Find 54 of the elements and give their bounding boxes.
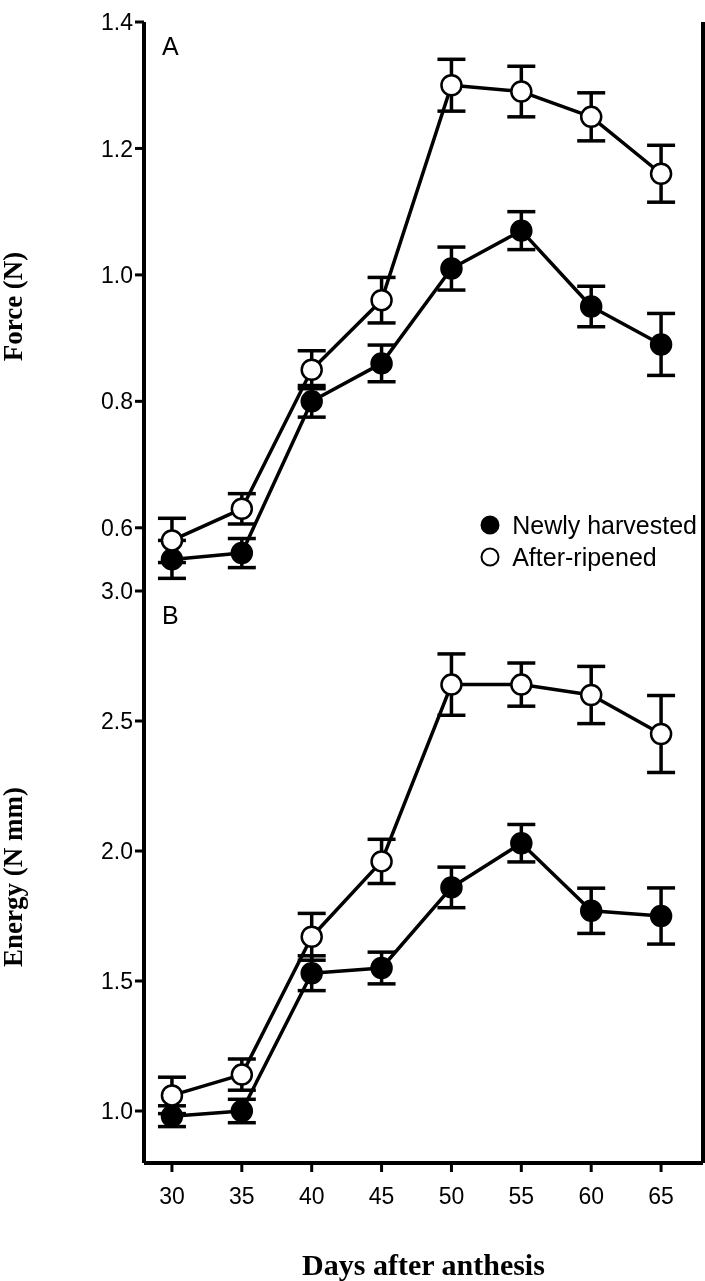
y-tick-label: 1.5: [101, 968, 133, 995]
y-tick-label: 0.6: [101, 514, 133, 541]
point: [579, 683, 603, 707]
chart-title: A: [162, 32, 179, 61]
point: [510, 219, 533, 242]
point: [510, 80, 533, 103]
point: [440, 257, 463, 280]
y-tick-label: 1.0: [101, 1098, 133, 1125]
x-tick-label: 65: [648, 1183, 674, 1210]
point: [510, 673, 533, 696]
point: [160, 529, 184, 552]
y-tick-label: 2.0: [101, 838, 133, 865]
chart-title: B: [162, 601, 179, 630]
legend-label: After-ripened: [512, 542, 657, 573]
point: [370, 352, 393, 375]
y-axis-title: Energy (N mm): [0, 787, 28, 967]
x-tick-label: 55: [508, 1183, 535, 1210]
y-tick-label: 2.5: [101, 708, 133, 735]
y-tick-label: 1.2: [101, 135, 133, 162]
y-tick-label: 0.8: [101, 388, 133, 415]
point: [649, 722, 673, 746]
x-tick-label: 45: [368, 1183, 395, 1210]
point: [300, 925, 323, 949]
x-axis-title: Days after anthesis: [302, 1248, 545, 1281]
y-tick-label: 1.0: [101, 262, 133, 289]
x-tick-label: 50: [438, 1183, 465, 1210]
point: [440, 673, 463, 696]
y-axis-title: Force (N): [0, 251, 28, 362]
point: [649, 333, 673, 356]
point: [160, 1084, 184, 1107]
point: [300, 358, 323, 381]
x-tick-label: 35: [229, 1183, 255, 1210]
point: [440, 73, 463, 97]
point: [370, 850, 393, 873]
point: [579, 899, 603, 923]
point: [579, 105, 603, 129]
point: [300, 390, 323, 413]
point: [579, 295, 603, 318]
point: [649, 162, 673, 185]
x-tick-label: 30: [159, 1183, 185, 1210]
point: [230, 497, 254, 521]
point: [230, 1063, 254, 1086]
point: [370, 288, 393, 312]
y-tick-label: 1.4: [101, 9, 134, 36]
point: [510, 831, 533, 855]
point: [370, 956, 393, 980]
point: [440, 876, 463, 899]
legend-label: Newly harvested: [512, 510, 697, 541]
point: [230, 541, 254, 565]
x-tick-label: 40: [298, 1183, 325, 1210]
x-tick-label: 60: [578, 1183, 604, 1210]
point: [649, 904, 673, 928]
point: [160, 548, 184, 571]
y-tick-label: 3.0: [101, 578, 133, 605]
